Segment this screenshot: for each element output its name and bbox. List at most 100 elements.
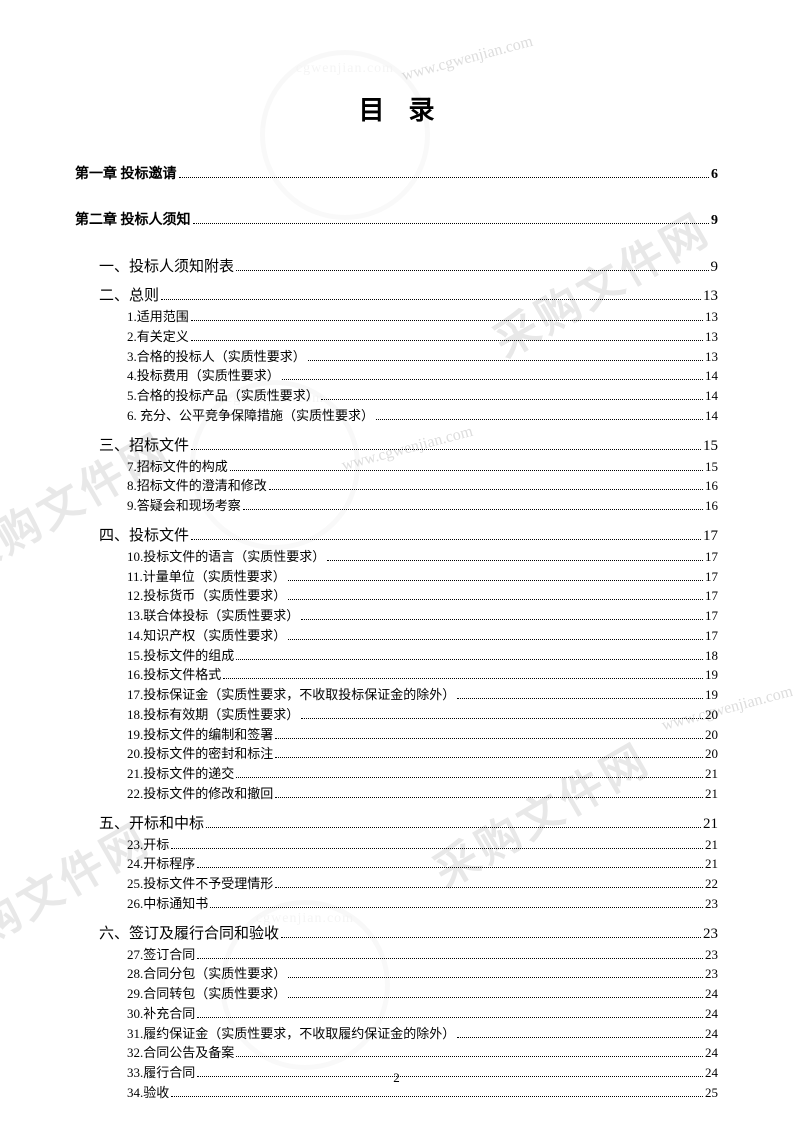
toc-item-page: 24 (705, 1024, 718, 1044)
toc-row: 25.投标文件不予受理情形22 (127, 874, 718, 894)
toc-chapter-page: 6 (711, 167, 718, 183)
toc-item-label: 16.投标文件格式 (127, 665, 221, 685)
toc-row: 27.签订合同 23 (127, 945, 718, 965)
toc-item-page: 17 (705, 606, 718, 626)
toc-leader-dots (308, 360, 703, 361)
toc-row: 20.投标文件的密封和标注 20 (127, 744, 718, 764)
toc-row: 14.知识产权（实质性要求）17 (127, 626, 718, 646)
toc-leader-dots (191, 449, 701, 450)
toc-item-page: 14 (705, 386, 718, 406)
toc-row: 32.合同公告及备案 24 (127, 1043, 718, 1063)
toc-item-label: 19.投标文件的编制和签署 (127, 725, 273, 745)
toc-leader-dots (288, 580, 703, 581)
toc-chapter-label: 第二章 投标人须知 (75, 209, 191, 229)
toc-leader-dots (236, 777, 703, 778)
toc-leader-dots (288, 639, 703, 640)
toc-item-page: 23 (705, 945, 718, 965)
toc-item-label: 30.补充合同 (127, 1004, 195, 1024)
toc-item-page: 21 (705, 784, 718, 804)
toc-item-label: 29.合同转包（实质性要求） (127, 984, 286, 1004)
toc-leader-dots (457, 1037, 703, 1038)
toc-row: 23.开标21 (127, 835, 718, 855)
toc-item-label: 2.有关定义 (127, 327, 189, 347)
toc-row: 31.履约保证金（实质性要求，不收取履约保证金的除外） 24 (127, 1024, 718, 1044)
toc-leader-dots (275, 738, 703, 739)
toc-leader-dots (243, 509, 703, 510)
toc-row: 24.开标程序21 (127, 854, 718, 874)
toc-item-page: 14 (705, 406, 718, 426)
toc-leader-dots (236, 270, 708, 271)
page-title: 目录 (75, 90, 718, 127)
toc-item-label: 15.投标文件的组成 (127, 646, 234, 666)
toc-item-page: 21 (705, 854, 718, 874)
toc-leader-dots (223, 678, 703, 679)
toc-row: 五、开标和中标21 (99, 812, 718, 833)
toc-section-page: 13 (703, 288, 718, 305)
toc-leader-dots (288, 977, 703, 978)
toc-item-label: 20.投标文件的密封和标注 (127, 744, 273, 764)
toc-item-page: 18 (705, 646, 718, 666)
toc-row: 一、投标人须知附表9 (99, 255, 718, 276)
toc-leader-dots (191, 539, 701, 540)
toc-row: 9.答疑会和现场考察16 (127, 496, 718, 516)
toc-item-label: 9.答疑会和现场考察 (127, 496, 241, 516)
toc-row: 3.合格的投标人（实质性要求） 13 (127, 347, 718, 367)
toc-item-page: 20 (705, 705, 718, 725)
toc-row: 六、签订及履行合同和验收23 (99, 922, 718, 943)
toc-row: 18.投标有效期（实质性要求） 20 (127, 705, 718, 725)
toc-leader-dots (206, 827, 701, 828)
toc-item-label: 12.投标货币（实质性要求） (127, 586, 286, 606)
toc-row: 7.招标文件的构成 15 (127, 457, 718, 477)
toc-section-label: 四、投标文件 (99, 524, 189, 545)
toc-item-page: 13 (705, 347, 718, 367)
toc-row: 6. 充分、公平竞争保障措施（实质性要求）14 (127, 406, 718, 426)
toc-item-label: 32.合同公告及备案 (127, 1043, 234, 1063)
toc-leader-dots (193, 223, 710, 224)
toc-row: 10.投标文件的语言（实质性要求）17 (127, 547, 718, 567)
toc-leader-dots (230, 470, 703, 471)
toc-item-page: 21 (705, 764, 718, 784)
toc-item-label: 28.合同分包（实质性要求） (127, 964, 286, 984)
toc-row: 28.合同分包（实质性要求） 23 (127, 964, 718, 984)
toc-row: 4.投标费用（实质性要求）14 (127, 366, 718, 386)
toc-section-label: 二、总则 (99, 284, 159, 305)
toc-item-label: 3.合格的投标人（实质性要求） (127, 347, 306, 367)
toc-leader-dots (161, 299, 701, 300)
toc-row: 8.招标文件的澄清和修改16 (127, 476, 718, 496)
toc-row: 26.中标通知书23 (127, 894, 718, 914)
toc-row: 三、招标文件15 (99, 434, 718, 455)
toc-item-page: 15 (705, 457, 718, 477)
toc-row: 30.补充合同24 (127, 1004, 718, 1024)
toc-item-label: 18.投标有效期（实质性要求） (127, 705, 299, 725)
toc-section-page: 23 (703, 926, 718, 943)
toc-row: 11.计量单位（实质性要求）17 (127, 567, 718, 587)
toc-section-page: 17 (703, 528, 718, 545)
toc-item-label: 8.招标文件的澄清和修改 (127, 476, 267, 496)
toc-row: 15.投标文件的组成 18 (127, 646, 718, 666)
toc-item-page: 22 (705, 874, 718, 894)
toc-row: 四、投标文件 17 (99, 524, 718, 545)
toc-item-page: 23 (705, 964, 718, 984)
toc-section-label: 三、招标文件 (99, 434, 189, 455)
toc-leader-dots (197, 1017, 703, 1018)
toc-leader-dots (275, 887, 703, 888)
toc-leader-dots (301, 619, 703, 620)
toc-item-label: 11.计量单位（实质性要求） (127, 567, 286, 587)
toc-item-label: 27.签订合同 (127, 945, 195, 965)
toc-item-label: 17.投标保证金（实质性要求，不收取投标保证金的除外） (127, 685, 455, 705)
toc-leader-dots (210, 907, 703, 908)
toc-item-page: 20 (705, 725, 718, 745)
toc-row: 第二章 投标人须知9 (75, 209, 718, 229)
toc-item-page: 24 (705, 1043, 718, 1063)
toc-item-label: 31.履约保证金（实质性要求，不收取履约保证金的除外） (127, 1024, 455, 1044)
toc-row: 19.投标文件的编制和签署 20 (127, 725, 718, 745)
toc-leader-dots (376, 419, 703, 420)
toc-item-page: 20 (705, 744, 718, 764)
toc-item-page: 17 (705, 626, 718, 646)
toc-row: 第一章 投标邀请6 (75, 163, 718, 183)
toc-leader-dots (275, 797, 703, 798)
toc-item-label: 7.招标文件的构成 (127, 457, 228, 477)
toc-row: 二、总则 13 (99, 284, 718, 305)
table-of-contents: 第一章 投标邀请6第二章 投标人须知9一、投标人须知附表9二、总则131.适用范… (75, 163, 718, 1103)
toc-item-label: 22.投标文件的修改和撤回 (127, 784, 273, 804)
